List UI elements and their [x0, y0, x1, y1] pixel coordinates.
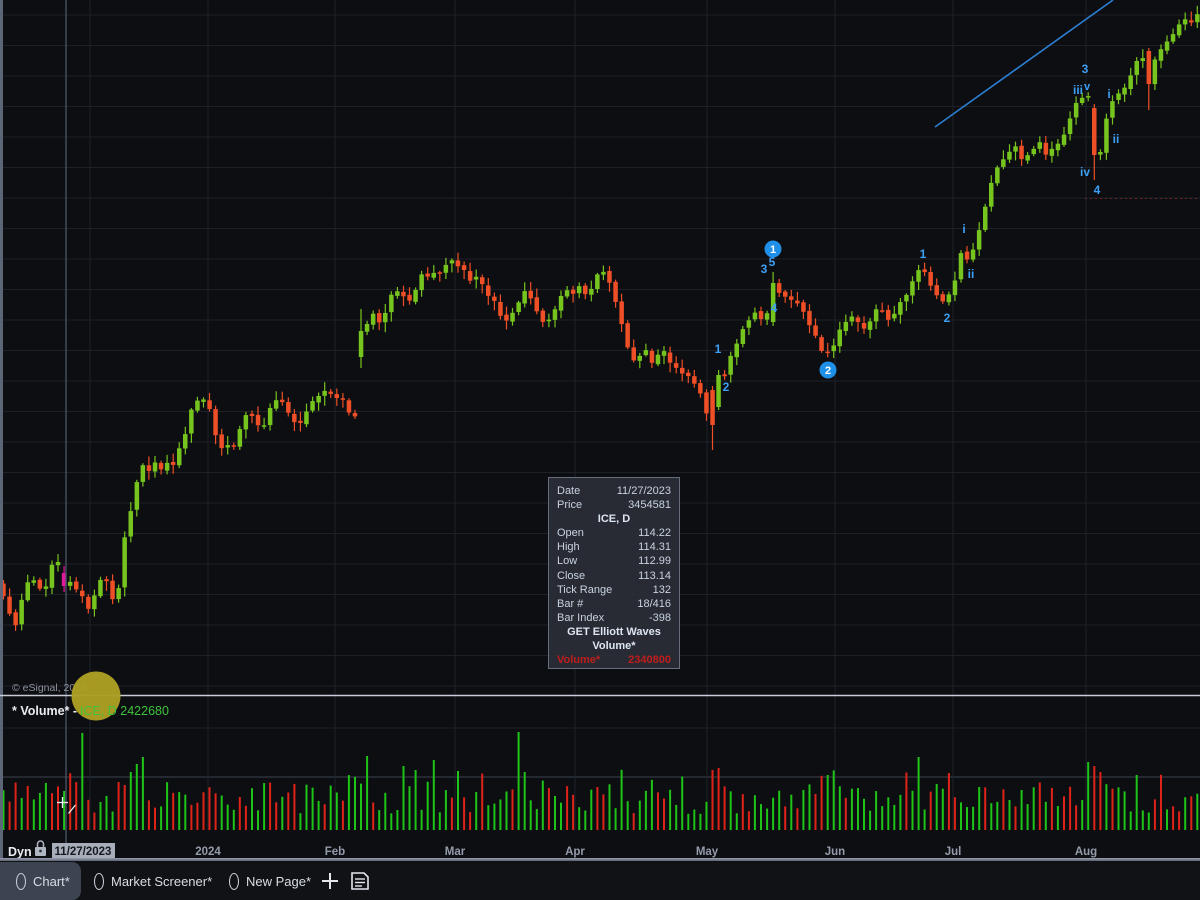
- svg-text:ii: ii: [968, 267, 975, 281]
- svg-text:* Volume* -: * Volume* -: [12, 704, 77, 718]
- svg-text:iv: iv: [1080, 165, 1090, 179]
- svg-text:4: 4: [771, 301, 778, 315]
- svg-text:Dyn: Dyn: [8, 845, 32, 859]
- svg-text:i: i: [962, 222, 965, 236]
- svg-text:Apr: Apr: [565, 846, 585, 858]
- svg-text:v: v: [1084, 81, 1091, 93]
- svg-text:4: 4: [1094, 183, 1101, 197]
- svg-text:Feb: Feb: [325, 846, 345, 858]
- svg-text:1: 1: [715, 342, 722, 356]
- svg-text:2: 2: [723, 380, 730, 394]
- svg-text:i: i: [1107, 87, 1110, 101]
- svg-text:iii: iii: [1073, 83, 1083, 97]
- svg-text:ICE, D 2422680: ICE, D 2422680: [80, 704, 169, 718]
- svg-text:1: 1: [920, 247, 927, 261]
- svg-text:2024: 2024: [195, 846, 221, 858]
- svg-text:2: 2: [825, 365, 831, 377]
- svg-text:1: 1: [770, 244, 776, 256]
- svg-text:© eSignal, 2025: © eSignal, 2025: [12, 682, 87, 694]
- svg-text:Mar: Mar: [445, 846, 466, 858]
- svg-text:11/27/2023: 11/27/2023: [55, 846, 112, 858]
- svg-text:3: 3: [1082, 62, 1089, 76]
- svg-text:3: 3: [761, 262, 768, 276]
- svg-text:Jun: Jun: [825, 846, 845, 858]
- svg-text:2: 2: [944, 311, 951, 325]
- svg-text:Jul: Jul: [945, 846, 962, 858]
- svg-text:ii: ii: [1113, 132, 1120, 146]
- svg-text:May: May: [696, 846, 719, 858]
- svg-text:5: 5: [769, 255, 776, 269]
- svg-text:Aug: Aug: [1075, 846, 1097, 858]
